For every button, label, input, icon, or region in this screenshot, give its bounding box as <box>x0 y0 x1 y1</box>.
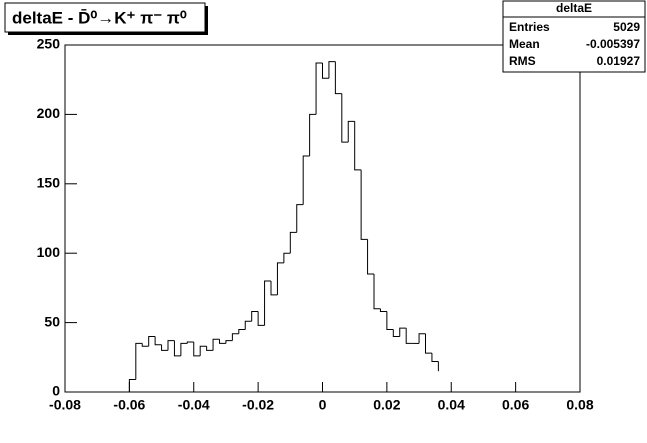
histogram-bin <box>283 252 291 263</box>
histogram-bin <box>244 320 252 330</box>
x-tick-label: -0.02 <box>242 397 274 413</box>
histogram-bin <box>386 311 394 331</box>
histogram-bin <box>154 336 162 346</box>
stats-label: Entries <box>509 20 550 34</box>
histogram-bin <box>379 308 387 312</box>
histogram-bin <box>231 333 239 341</box>
histogram-bin <box>418 333 426 344</box>
stats-box: deltaE Entries 5029 Mean -0.005397 RMS 0… <box>502 0 646 73</box>
histogram-bin <box>334 61 342 95</box>
stats-label: RMS <box>509 54 536 68</box>
y-tick-label: 150 <box>37 175 61 191</box>
histogram-bin <box>341 93 349 143</box>
histogram-bin <box>399 327 407 337</box>
histogram-bin <box>251 310 259 322</box>
x-tick-label: -0.06 <box>113 397 145 413</box>
histogram-bin <box>354 121 362 171</box>
histogram-bin <box>392 329 400 337</box>
histogram-bin <box>405 328 413 344</box>
histogram-bin <box>264 280 271 326</box>
histogram-bin <box>431 353 439 362</box>
title-box <box>4 2 206 33</box>
chart-title: deltaE - D̄⁰→K⁺ π⁻ π⁰ <box>12 8 187 27</box>
histogram-bin <box>315 62 323 115</box>
histogram-bin <box>302 155 310 205</box>
stats-value: 0.01927 <box>597 54 641 68</box>
histogram-bin <box>270 280 278 296</box>
x-tick-label: 0.02 <box>373 397 400 413</box>
histogram-bin <box>373 274 381 310</box>
y-tick-label: 0 <box>52 383 60 399</box>
histogram-bin <box>367 239 374 275</box>
histogram-bin <box>309 113 317 157</box>
stats-value: 5029 <box>613 20 640 34</box>
histogram-bin <box>360 169 368 240</box>
x-tick-label: 0.08 <box>566 397 593 413</box>
histogram-bin <box>296 204 304 233</box>
histogram-bin <box>186 341 194 344</box>
x-tick-label: 0 <box>319 397 327 413</box>
histogram-bin <box>128 379 136 392</box>
histogram-bin <box>173 340 181 357</box>
histogram-bin <box>180 342 188 356</box>
y-tick-label: 100 <box>37 244 61 260</box>
stats-frame <box>502 0 646 73</box>
histogram-bin <box>257 311 265 326</box>
y-tick-label: 200 <box>37 105 61 121</box>
x-tick-label: 0.06 <box>502 397 529 413</box>
stats-title: deltaE <box>556 1 592 15</box>
histogram-bin <box>322 63 329 79</box>
histogram-bin <box>206 346 214 351</box>
histogram-bin <box>141 343 149 347</box>
histogram-bin <box>425 333 432 354</box>
stats-label: Mean <box>509 37 540 51</box>
x-tick-label: 0.04 <box>438 397 465 413</box>
histogram-bin <box>167 340 175 351</box>
histogram-bin <box>135 342 143 380</box>
x-tick-label: -0.04 <box>178 397 210 413</box>
histogram-bin <box>148 335 156 347</box>
histogram-bin <box>161 344 168 351</box>
y-tick-label: 250 <box>37 36 61 52</box>
histogram-bin <box>193 342 201 357</box>
histogram-bin <box>212 338 220 351</box>
histogram-bin <box>276 262 284 295</box>
stats-value: -0.005397 <box>586 37 640 51</box>
histogram-bin <box>225 340 233 344</box>
histogram-bin <box>219 339 226 344</box>
histogram-bin <box>238 329 246 334</box>
histogram-bin <box>328 61 336 79</box>
histogram-bin <box>347 120 355 143</box>
y-tick-label: 50 <box>44 313 60 329</box>
histogram-bin <box>289 231 297 254</box>
x-tick-label: -0.08 <box>49 397 81 413</box>
histogram-bin <box>199 345 207 356</box>
